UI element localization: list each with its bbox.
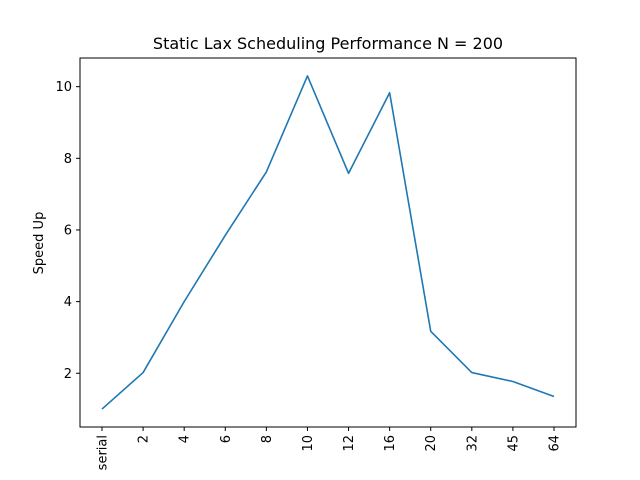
series-layer (101, 75, 555, 410)
x-tick-label: 4 (178, 435, 193, 443)
y-tick-label: 6 (64, 223, 72, 238)
y-tick-label: 8 (64, 152, 72, 167)
y-tick-label: 4 (64, 295, 72, 310)
y-tick-label: 10 (55, 80, 72, 95)
x-tick-label: 32 (465, 435, 480, 452)
x-tick-label: 16 (383, 435, 398, 452)
y-axis-label: Speed Up (32, 212, 47, 275)
x-tick-label: 8 (260, 435, 275, 443)
x-tick-label: 64 (548, 435, 563, 452)
x-axis: serial 2 4 6 8 10 12 16 20 32 45 64 (96, 427, 563, 470)
x-tick-label: 12 (342, 435, 357, 452)
x-tick-label: 2 (137, 435, 152, 443)
series-line (101, 75, 555, 410)
plot-area (79, 57, 577, 428)
chart-title: Static Lax Scheduling Performance N = 20… (153, 34, 503, 53)
x-tick-label: 45 (506, 435, 521, 452)
y-tick-label: 2 (64, 367, 72, 382)
x-tick-label: 10 (301, 435, 316, 452)
x-tick-label: 6 (219, 435, 234, 443)
x-tick-label: 20 (424, 435, 439, 452)
y-axis: 2 4 6 8 10 (55, 80, 80, 382)
x-tick-label: serial (96, 435, 111, 470)
